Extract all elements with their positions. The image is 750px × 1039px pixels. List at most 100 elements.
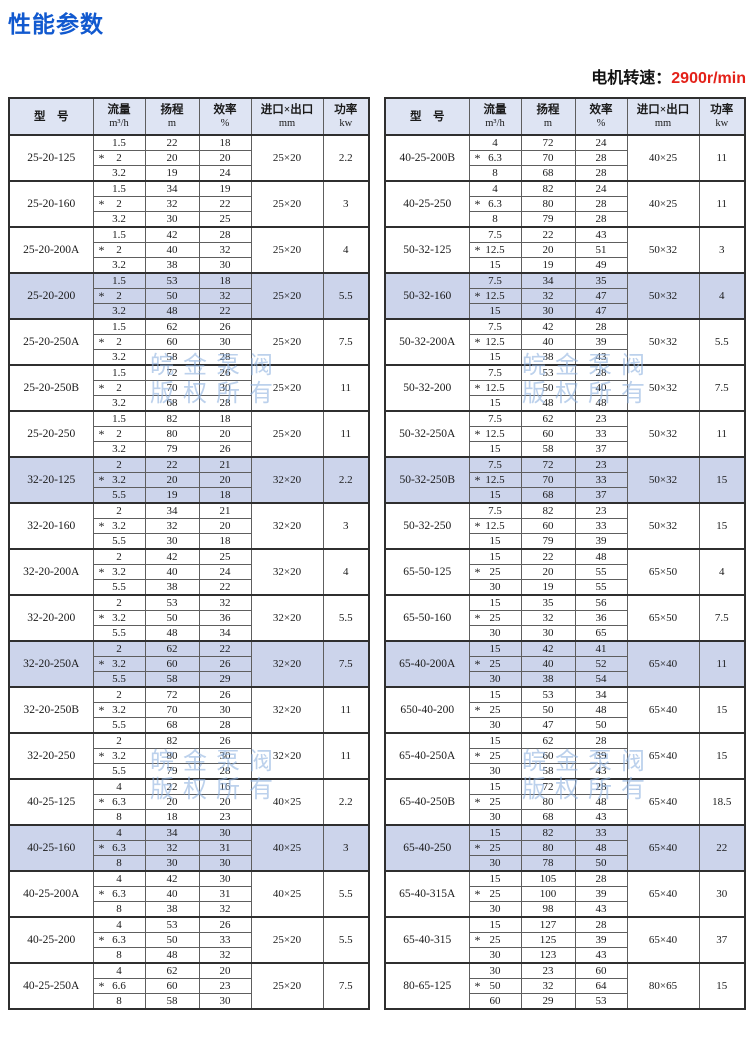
power-cell: 4	[698, 272, 746, 320]
power-cell: 18.5	[698, 778, 746, 826]
model-cell: 50-32-250B	[384, 456, 470, 504]
head-cell: 50	[520, 380, 576, 396]
head-cell: 82	[520, 502, 576, 519]
head-cell: 82	[520, 180, 576, 197]
motor-speed-label: 电机转速：	[591, 70, 672, 87]
flow-cell: 2 *	[92, 288, 146, 304]
efficiency-cell: 30	[198, 855, 252, 872]
model-cell: 32-20-200	[8, 594, 94, 642]
rated-point-star: *	[474, 473, 481, 487]
head-cell: 82	[520, 824, 576, 841]
power-cell: 15	[698, 962, 746, 1010]
right-header-row: 型 号 流量 m³/h 扬程 m 效率% 进口×出口 mm 功率 kw	[384, 97, 746, 136]
spec-row: 8 68 28	[385, 165, 745, 182]
head-cell: 34	[144, 502, 200, 519]
rated-point-star: *	[474, 979, 481, 993]
spec-row: 5.5 58 29	[9, 671, 369, 688]
head-cell: 105	[520, 870, 576, 887]
efficiency-cell: 16	[198, 778, 252, 795]
spec-row: 50-32-250A 7.5 62 23 50×32 11	[384, 410, 746, 458]
rated-point-star: *	[98, 841, 105, 855]
power-cell: 3	[322, 824, 370, 872]
flow-cell: 30	[468, 855, 522, 872]
model-cell: 650-40-200	[384, 686, 470, 734]
efficiency-cell: 28	[574, 916, 628, 933]
power-cell: 11	[698, 180, 746, 228]
spec-row: 30 98 43	[385, 901, 745, 918]
head-cell: 19	[520, 257, 576, 274]
power-cell: 11	[322, 364, 370, 412]
head-cell: 123	[520, 947, 576, 964]
spec-row: 50-32-200 7.5 53 28 50×32 7.5	[384, 364, 746, 412]
flow-cell: 2	[92, 594, 146, 611]
efficiency-cell: 48	[574, 548, 628, 565]
model-cell: 40-25-200B	[384, 134, 470, 182]
efficiency-cell: 28	[198, 226, 252, 243]
spec-row: 32-20-125 2 22 21 32×20 2.2	[8, 456, 370, 504]
model-cell: 80-65-125	[384, 962, 470, 1010]
efficiency-cell: 56	[574, 594, 628, 611]
head-cell: 20	[520, 242, 576, 258]
spec-row: 40-25-160 4 34 30 40×25 3	[8, 824, 370, 872]
spec-row: 65-40-250 15 82 33 65×40 22	[384, 824, 746, 872]
head-cell: 58	[520, 763, 576, 780]
flow-cell: 25 *	[468, 932, 522, 948]
head-cell: 20	[144, 794, 200, 810]
flow-cell: 8	[92, 855, 146, 872]
power-cell: 37	[698, 916, 746, 964]
port-cell: 32×20	[250, 502, 324, 550]
spec-row: 25 * 80 48	[385, 794, 745, 810]
head-cell: 22	[520, 548, 576, 565]
flow-cell: 15	[468, 487, 522, 504]
flow-cell: 6.3 *	[468, 150, 522, 166]
head-cell: 125	[520, 932, 576, 948]
head-cell: 40	[144, 886, 200, 902]
flow-cell: 30	[468, 671, 522, 688]
spec-row: 25-20-250A 1.5 62 26 25×20 7.5	[8, 318, 370, 366]
spec-row: 15 30 47	[385, 303, 745, 320]
port-cell: 50×32	[626, 226, 700, 274]
rated-point-star: *	[474, 151, 481, 165]
rated-point-star: *	[474, 933, 481, 947]
flow-cell: 7.5	[468, 410, 522, 427]
head-cell: 79	[144, 441, 200, 458]
flow-cell: 15	[468, 916, 522, 933]
model-cell: 65-40-315A	[384, 870, 470, 918]
head-cell: 32	[144, 518, 200, 534]
port-cell: 32×20	[250, 686, 324, 734]
flow-cell: 2 *	[92, 196, 146, 212]
head-cell: 70	[144, 380, 200, 396]
efficiency-cell: 28	[198, 763, 252, 780]
efficiency-cell: 34	[574, 686, 628, 703]
left-header-row: 型 号 流量 m³/h 扬程 m 效率% 进口×出口 mm 功率 kw	[8, 97, 370, 136]
head-cell: 68	[144, 717, 200, 734]
flow-cell: 2 *	[92, 242, 146, 258]
head-cell: 30	[144, 855, 200, 872]
model-cell: 65-40-250A	[384, 732, 470, 780]
rated-point-star: *	[474, 197, 481, 211]
model-cell: 40-25-160	[8, 824, 94, 872]
flow-cell: 25 *	[468, 794, 522, 810]
efficiency-cell: 43	[574, 809, 628, 826]
port-cell: 32×20	[250, 594, 324, 642]
spec-row: 50-32-125 7.5 22 43 50×32 3	[384, 226, 746, 274]
head-cell: 30	[520, 625, 576, 642]
flow-cell: 4	[92, 962, 146, 979]
spec-row: 32-20-160 2 34 21 32×20 3	[8, 502, 370, 550]
model-cell: 32-20-250B	[8, 686, 94, 734]
flow-cell: 2 *	[92, 150, 146, 166]
flow-cell: 12.5 *	[468, 472, 522, 488]
model-cell: 32-20-125	[8, 456, 94, 504]
efficiency-cell: 33	[574, 426, 628, 442]
power-cell: 11	[698, 134, 746, 182]
flow-cell: 6.3 *	[92, 932, 146, 948]
rated-point-star: *	[98, 243, 105, 257]
head-cell: 62	[144, 318, 200, 335]
rated-point-star: *	[474, 749, 481, 763]
efficiency-cell: 49	[574, 257, 628, 274]
efficiency-cell: 29	[198, 671, 252, 688]
flow-cell: 5.5	[92, 763, 146, 780]
head-cell: 68	[144, 395, 200, 412]
rated-point-star: *	[98, 933, 105, 947]
efficiency-cell: 48	[574, 794, 628, 810]
